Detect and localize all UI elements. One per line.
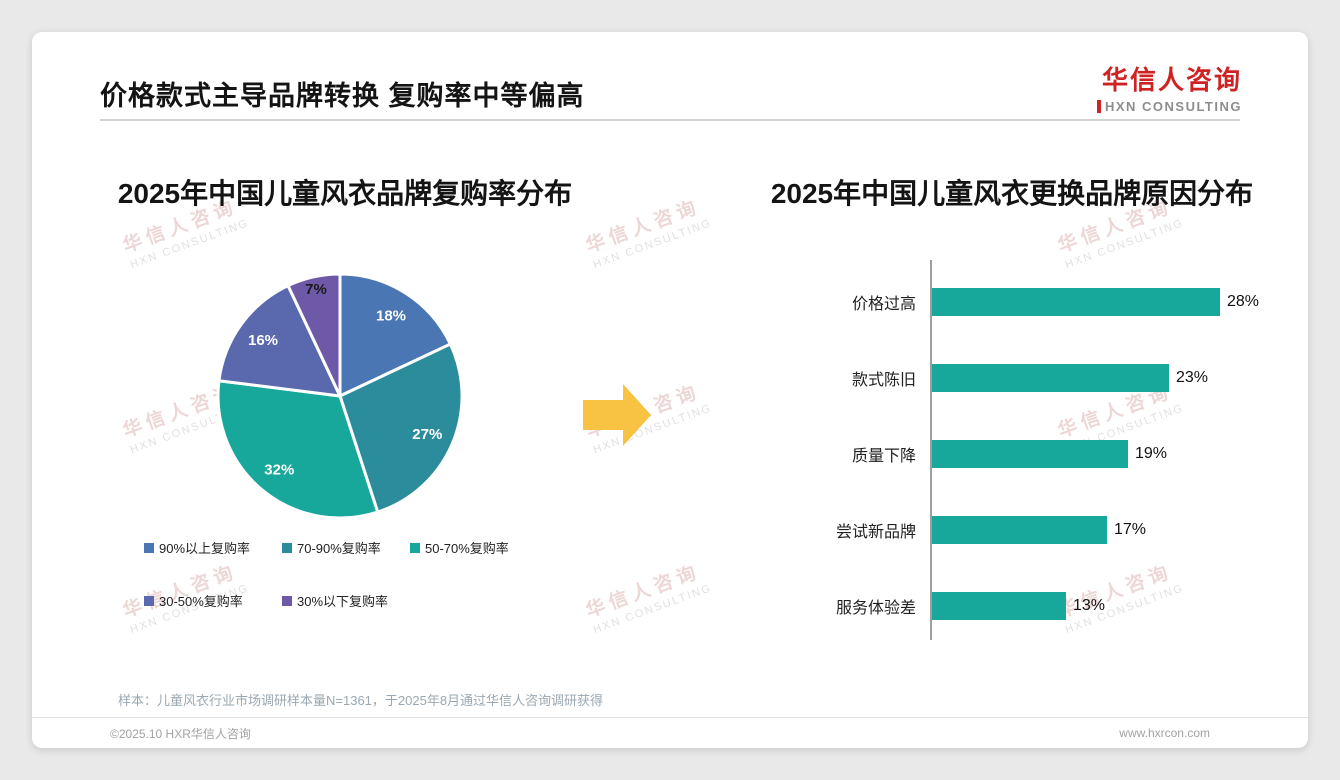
watermark-line1: 华信人咨询	[583, 561, 704, 623]
logo-mark-icon	[1096, 100, 1101, 113]
bar-row: 服务体验差 13%	[756, 568, 1304, 644]
watermark-line2: HXN CONSULTING	[591, 582, 714, 637]
bar-track: 17%	[930, 516, 1146, 544]
bar	[932, 440, 1128, 468]
arrow-right-icon	[583, 384, 651, 451]
slide-card: 华信人咨询 HXN CONSULTING 华信人咨询 HXN CONSULTING 华信…	[32, 32, 1308, 748]
legend-swatch-icon	[410, 542, 420, 553]
pie-slice-value-label: 7%	[305, 281, 327, 298]
bar-row: 质量下降 19%	[756, 416, 1304, 492]
bar-category-label: 款式陈旧	[851, 372, 916, 389]
pie-slice-value-label: 18%	[376, 308, 406, 325]
bottom-bar: ©2025.10 HXR华信人咨询 www.hxrcon.com	[32, 717, 1308, 748]
pie-slice-3	[217, 284, 342, 398]
bar-chart-axis	[930, 260, 932, 640]
legend-label: 30-50%复购率	[159, 594, 243, 609]
bar-category-label: 服务体验差	[835, 600, 916, 617]
title-divider	[100, 119, 1240, 121]
legend-swatch-icon	[144, 542, 154, 553]
legend-swatch-icon	[282, 542, 292, 553]
bar-value-label: 17%	[1114, 521, 1147, 538]
legend-label: 30%以下复购率	[297, 594, 389, 609]
legend-item: 50-70%复购率	[410, 538, 590, 557]
bar-value-label: 19%	[1135, 445, 1168, 462]
bar	[932, 516, 1107, 544]
bar-chart-section: 2025年中国儿童风衣更换品牌原因分布	[756, 172, 1268, 212]
logo-name-cn: 华信人咨询	[1101, 65, 1242, 95]
legend-swatch-icon	[282, 595, 292, 606]
website-text: www.hxrcon.com	[1119, 726, 1210, 740]
brand-logo: 华信人咨询 HXN CONSULTING	[1096, 60, 1242, 114]
pie-chart-section: 2025年中国儿童风衣品牌复购率分布	[92, 172, 598, 212]
copyright-text: ©2025.10 HXR华信人咨询	[110, 726, 251, 741]
bar-row: 价格过高 28%	[756, 264, 1304, 340]
bar-chart-title: 2025年中国儿童风衣更换品牌原因分布	[770, 178, 1254, 209]
legend-item: 90%以上复购率	[144, 538, 282, 557]
pie-slice-1	[338, 342, 464, 514]
pie-slice-0	[338, 272, 452, 398]
sample-note: 样本：儿童风衣行业市场调研样本量N=1361，于2025年8月通过华信人咨询调研…	[118, 693, 604, 708]
logo-name-en: HXN CONSULTING	[1104, 99, 1242, 114]
legend-item: 70-90%复购率	[282, 538, 410, 557]
watermark-line1: 华信人咨询	[583, 196, 704, 258]
bar-value-label: 13%	[1073, 597, 1106, 614]
pie-slice-4	[286, 272, 342, 398]
bar-row: 款式陈旧 23%	[756, 340, 1304, 416]
bar	[932, 364, 1169, 392]
legend-item: 30%以下复购率	[282, 591, 410, 610]
pie-slice-value-label: 32%	[264, 461, 294, 478]
bar-track: 19%	[930, 440, 1167, 468]
bar-track: 23%	[930, 364, 1208, 392]
legend-item: 30-50%复购率	[144, 591, 282, 610]
bar-category-label: 价格过高	[851, 296, 916, 313]
bar-category-label: 质量下降	[851, 448, 916, 465]
bar-track: 13%	[930, 592, 1105, 620]
legend-label: 90%以上复购率	[159, 541, 251, 556]
bar-track: 28%	[930, 288, 1259, 316]
page-title: 价格款式主导品牌转换 复购率中等偏高	[100, 81, 585, 111]
pie-chart: 18% 27% 32% 16% 7%	[216, 272, 464, 520]
pie-slice-2	[216, 379, 380, 520]
legend-swatch-icon	[144, 595, 154, 606]
legend-label: 50-70%复购率	[425, 541, 509, 556]
logo-name-en-row: HXN CONSULTING	[1096, 99, 1242, 114]
bar-row: 尝试新品牌 17%	[756, 492, 1304, 568]
bar-category-label: 尝试新品牌	[835, 524, 916, 541]
bar	[932, 592, 1066, 620]
watermark-line2: HXN CONSULTING	[591, 217, 714, 272]
pie-slice-value-label: 27%	[412, 426, 442, 443]
bar-value-label: 28%	[1227, 293, 1260, 310]
bar-chart: 价格过高 28% 款式陈旧 23% 质量下降 19% 尝试新品牌 17% 服务体验差 13%	[756, 264, 1304, 644]
pie-chart-title: 2025年中国儿童风衣品牌复购率分布	[117, 178, 573, 209]
legend-label: 70-90%复购率	[297, 541, 381, 556]
pie-legend: 90%以上复购率 70-90%复购率 50-70%复购率 30-50%复购率 30%以下…	[144, 538, 590, 610]
bar-value-label: 23%	[1176, 369, 1209, 386]
pie-slice-value-label: 16%	[248, 332, 278, 349]
bar	[932, 288, 1220, 316]
